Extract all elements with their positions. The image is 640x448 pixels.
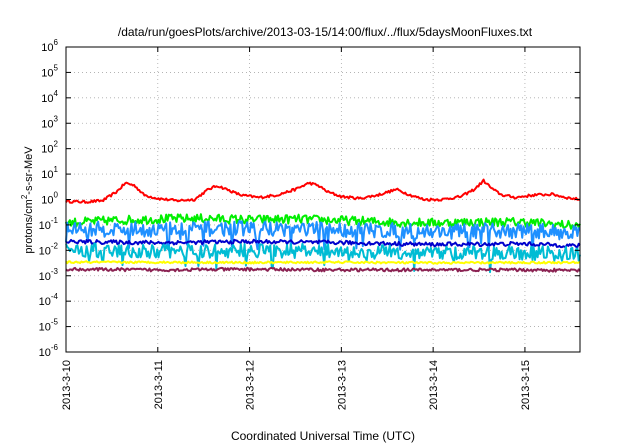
y-tick-label: 10-4	[39, 292, 59, 308]
y-tick-label: 100	[41, 191, 58, 207]
y-tick-label: 10-6	[39, 343, 59, 359]
series-line-7	[65, 266, 581, 273]
y-tick-label: 10-5	[39, 318, 59, 334]
grid-lines	[66, 47, 580, 352]
x-axis-label: Coordinated Universal Time (UTC)	[231, 429, 415, 443]
data-series	[65, 178, 581, 274]
y-tick-label: 105	[41, 63, 58, 79]
y-tick-label: 103	[41, 114, 58, 130]
y-axis-label-main: protons/cm	[23, 199, 35, 253]
y-axis-label: protons/cm2-s-sr-MeV	[20, 146, 35, 254]
y-tick-label: 102	[41, 140, 58, 156]
y-axis-ticks: 106 105 104 103 102 101 100 10-1 10-2 10-3 10-4 10-…	[39, 38, 580, 359]
series-line-4	[65, 238, 581, 249]
y-axis-label-sup: 2	[20, 194, 29, 199]
series-line-2	[65, 213, 581, 230]
y-tick-label: 101	[41, 165, 58, 181]
series-line-3	[65, 219, 581, 256]
series-line-5	[65, 242, 581, 274]
y-tick-label: 104	[41, 89, 58, 105]
y-tick-label: 106	[41, 38, 58, 54]
series-line-6	[65, 260, 581, 265]
x-tick-label: 2013-3-13	[336, 360, 348, 410]
y-tick-label: 10-3	[39, 267, 59, 283]
y-tick-label: 10-2	[39, 241, 59, 257]
y-tick-label: 10-1	[39, 216, 59, 232]
x-tick-label: 2013-3-14	[428, 360, 440, 410]
x-axis-ticks: 2013-3-10 2013-3-11 2013-3-12 2013-3-13 2013…	[61, 47, 532, 410]
series-line-1	[65, 178, 581, 204]
y-axis-label-rest: -s-sr-MeV	[23, 146, 35, 195]
x-tick-label: 2013-3-12	[245, 360, 257, 410]
plot-frame	[65, 46, 581, 353]
chart-title: /data/run/goesPlots/archive/2013-03-15/1…	[118, 25, 533, 39]
x-tick-label: 2013-3-10	[61, 360, 73, 410]
x-tick-label: 2013-3-11	[153, 360, 165, 409]
x-tick-label: 2013-3-15	[520, 360, 532, 410]
